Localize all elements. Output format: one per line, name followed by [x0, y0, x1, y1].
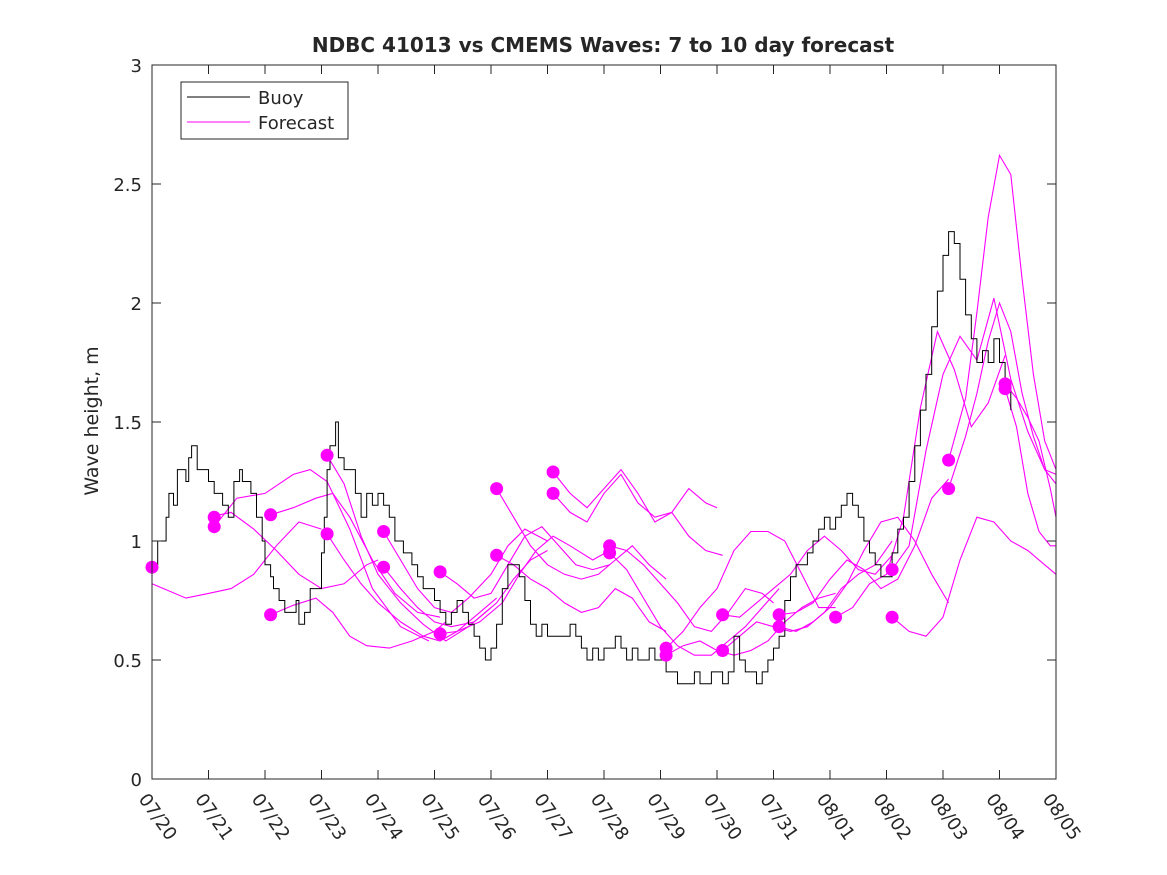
forecast-marker-29: [998, 382, 1012, 396]
forecast-marker-27: [942, 482, 956, 496]
y-axis-ticks: 0 0.5 1 1.5 2 2.5 3: [113, 56, 1056, 791]
forecast-line-26: [948, 153, 1057, 470]
legend-box: [180, 81, 349, 140]
forecast-marker-24: [885, 563, 899, 577]
y-tick-label: 0: [131, 770, 142, 791]
forecast-line-20: [722, 540, 893, 651]
forecast-line-15: [609, 545, 774, 633]
forecast-marker-25: [885, 610, 899, 624]
forecast-line-23: [835, 329, 1006, 618]
forecast-marker-18: [659, 648, 673, 662]
forecast-markers: [145, 377, 1012, 662]
forecast-marker-16: [603, 546, 617, 560]
forecast-line-16: [609, 552, 780, 656]
forecast-line-25: [891, 516, 1057, 637]
forecast-marker-9: [433, 565, 447, 579]
forecast-marker-5: [320, 448, 334, 462]
forecast-marker-21: [772, 608, 786, 622]
forecast-line-28: [1004, 383, 1057, 518]
forecast-marker-22: [772, 620, 786, 634]
forecast-line-21: [779, 478, 950, 616]
forecast-line-13: [552, 468, 718, 523]
forecast-line-12: [496, 554, 667, 632]
forecast-line-17: [665, 530, 836, 649]
forecast-line-3: [270, 492, 441, 618]
y-tick-label: 1: [131, 532, 142, 553]
buoy-line: [152, 231, 1012, 685]
forecast-line-29: [1004, 388, 1056, 547]
forecast-marker-4: [264, 608, 278, 622]
y-tick-label: 1.5: [113, 413, 142, 434]
forecast-marker-23: [829, 610, 843, 624]
forecast-marker-2: [207, 520, 221, 534]
y-tick-label: 2.5: [113, 175, 142, 196]
forecast-line-1: [208, 511, 379, 590]
forecast-line-27: [948, 301, 1057, 489]
forecast-marker-7: [377, 525, 391, 538]
forecast-marker-19: [716, 608, 730, 622]
chart-title: NDBC 41013 vs CMEMS Waves: 7 to 10 day f…: [312, 33, 895, 57]
forecast-line-22: [778, 516, 950, 632]
legend-forecast-label: Forecast: [258, 113, 334, 134]
forecast-line-2: [213, 468, 430, 642]
forecast-marker-20: [716, 644, 730, 657]
forecast-marker-12: [490, 548, 504, 562]
forecast-line-7: [383, 528, 548, 614]
legend-buoy-label: Buoy: [258, 88, 304, 109]
forecast-marker-3: [264, 508, 278, 522]
y-tick-label: 3: [131, 56, 142, 77]
forecast-marker-1: [207, 510, 221, 524]
y-tick-label: 0.5: [113, 651, 142, 672]
forecast-line-18: [665, 592, 836, 656]
forecast-marker-10: [433, 627, 447, 641]
forecast-marker-11: [490, 482, 504, 496]
y-tick-label: 2: [131, 294, 142, 315]
forecast-marker-13: [546, 465, 560, 479]
forecast-line-10: [440, 535, 610, 635]
y-axis-label: Wave height, m: [81, 346, 103, 495]
forecast-marker-14: [546, 486, 560, 500]
forecast-line-5: [326, 455, 492, 642]
forecast-line-11: [496, 488, 667, 580]
forecast-marker-8: [377, 560, 391, 574]
legend: Buoy Forecast: [180, 81, 349, 140]
forecast-marker-26: [942, 453, 956, 467]
buoy-series-line: [152, 231, 1012, 685]
forecast-line-14: [552, 473, 723, 556]
forecast-line-0: [151, 521, 322, 599]
forecast-marker-6: [320, 527, 334, 541]
